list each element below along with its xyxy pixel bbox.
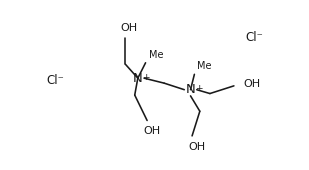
- Text: Me: Me: [149, 50, 163, 60]
- Text: OH: OH: [143, 126, 160, 136]
- Text: +: +: [142, 73, 150, 82]
- Text: +: +: [195, 84, 203, 94]
- Text: OH: OH: [120, 23, 137, 33]
- Text: Cl⁻: Cl⁻: [245, 31, 263, 44]
- Text: N: N: [133, 72, 143, 85]
- Text: Cl⁻: Cl⁻: [47, 74, 65, 87]
- Text: OH: OH: [243, 79, 260, 89]
- Text: N: N: [186, 83, 195, 96]
- Text: OH: OH: [188, 142, 205, 152]
- Text: Me: Me: [197, 61, 211, 71]
